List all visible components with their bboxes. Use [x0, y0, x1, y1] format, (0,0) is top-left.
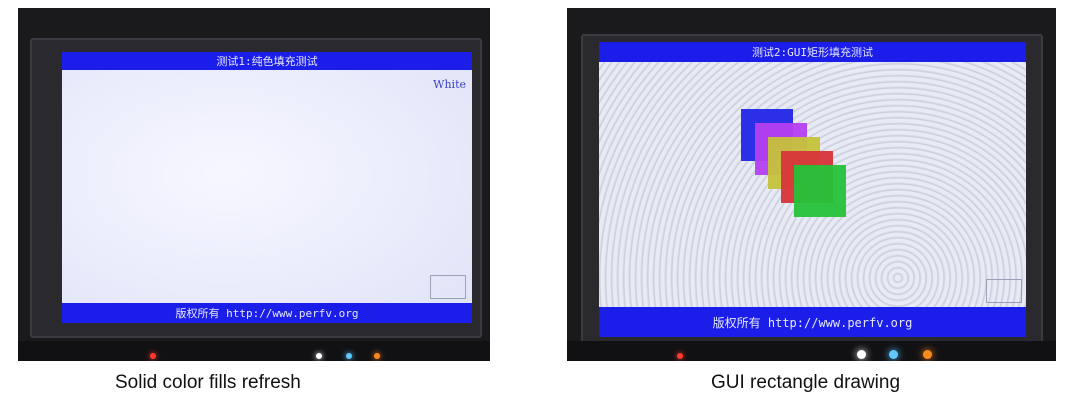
color-name-label: White	[433, 78, 466, 91]
lcd-screen: 测试2:GUI矩形填充测试 版权所有 http://www.perfv.org	[599, 42, 1026, 337]
corner-button-outline	[430, 275, 466, 299]
caption-solid-fill: Solid color fills refresh	[115, 372, 301, 393]
screen-footer-bar: 版权所有 http://www.perfv.org	[62, 303, 472, 323]
orange-led	[374, 353, 380, 359]
board-edge	[18, 341, 490, 361]
screen-footer-bar: 版权所有 http://www.perfv.org	[599, 307, 1026, 337]
screen-title-bar: 测试2:GUI矩形填充测试	[599, 42, 1026, 62]
photo-solid-fill: 测试1:纯色填充测试 White 版权所有 http://www.perfv.o…	[18, 8, 490, 361]
blue-led	[889, 350, 898, 359]
blue-led	[346, 353, 352, 359]
red-led	[150, 353, 156, 359]
caption-gui-rectangles: GUI rectangle drawing	[711, 372, 901, 393]
screen-title-bar: 测试1:纯色填充测试	[62, 52, 472, 70]
white-led	[316, 353, 322, 359]
orange-led	[923, 350, 932, 359]
white-led	[857, 350, 866, 359]
photo-gui-rectangles: 测试2:GUI矩形填充测试 版权所有 http://www.perfv.org	[567, 8, 1056, 361]
board-edge	[567, 341, 1056, 361]
corner-button-outline	[986, 279, 1022, 303]
red-led	[677, 353, 683, 359]
green-rectangle	[794, 165, 846, 217]
lcd-screen: 测试1:纯色填充测试 White 版权所有 http://www.perfv.o…	[62, 52, 472, 323]
